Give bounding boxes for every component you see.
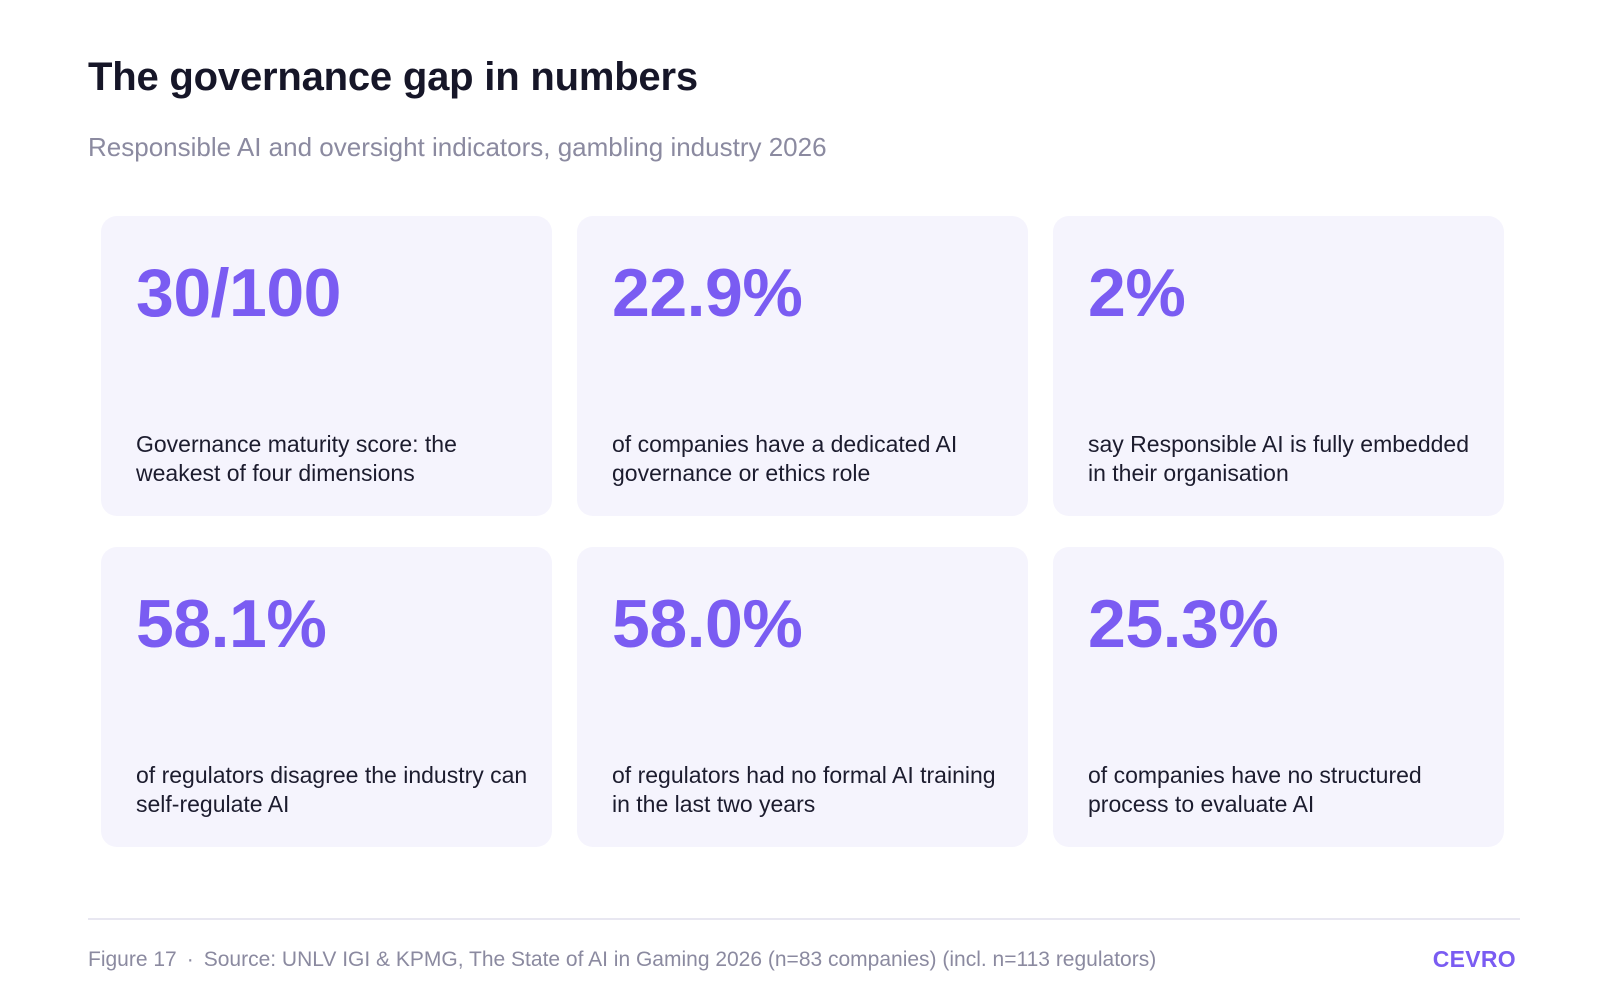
- figure-number: Figure 17: [88, 948, 177, 971]
- stat-card-no-process: 25.3% of companies have no structured pr…: [1053, 547, 1504, 847]
- stat-value: 22.9%: [612, 255, 803, 331]
- stat-card-grid: 30/100 Governance maturity score: the we…: [101, 216, 1505, 847]
- page-title: The governance gap in numbers: [88, 55, 698, 99]
- page-subtitle: Responsible AI and oversight indicators,…: [88, 132, 827, 162]
- stat-label: Governance maturity score: the weakest o…: [136, 431, 457, 486]
- stat-label: of companies have a dedicated AI governa…: [612, 431, 958, 486]
- stat-card-governance-maturity: 30/100 Governance maturity score: the we…: [101, 216, 552, 516]
- stat-value: 58.1%: [136, 586, 327, 662]
- brand-logo-text: CEVRO: [1432, 946, 1516, 972]
- stat-value: 30/100: [136, 255, 341, 331]
- footer-separator: ·: [186, 948, 194, 971]
- stat-value: 58.0%: [612, 586, 803, 662]
- stat-label: of regulators disagree the industry can …: [136, 762, 528, 817]
- stat-card-fully-embedded: 2% say Responsible AI is fully embedded …: [1053, 216, 1504, 516]
- stat-value: 25.3%: [1088, 586, 1279, 662]
- stat-label: say Responsible AI is fully embedded in …: [1088, 431, 1469, 486]
- stat-card-no-training: 58.0% of regulators had no formal AI tra…: [577, 547, 1028, 847]
- footer-divider: [88, 918, 1520, 920]
- stat-card-dedicated-role: 22.9% of companies have a dedicated AI g…: [577, 216, 1028, 516]
- stat-label: of regulators had no formal AI training …: [612, 762, 996, 817]
- source-text: Source: UNLV IGI & KPMG, The State of AI…: [203, 948, 1157, 971]
- stat-label: of companies have no structured process …: [1088, 762, 1422, 817]
- stat-value: 2%: [1088, 255, 1186, 331]
- stat-card-self-regulate: 58.1% of regulators disagree the industr…: [101, 547, 552, 847]
- figure-source-footer: Figure 17 · Source: UNLV IGI & KPMG, The S…: [88, 948, 1156, 972]
